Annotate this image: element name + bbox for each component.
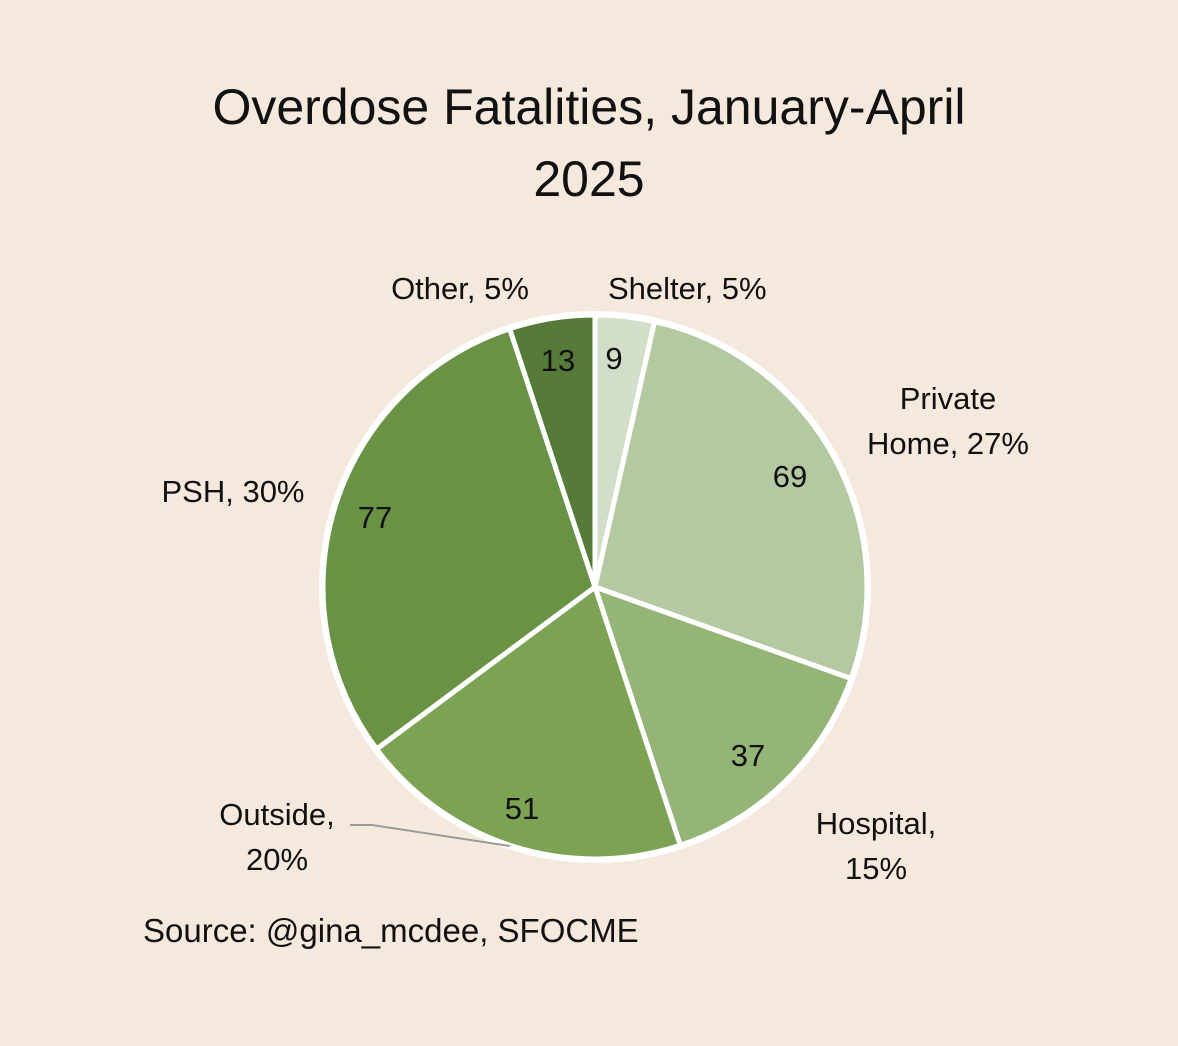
chart-title-line-2: 2025	[533, 151, 645, 207]
pie-slice-psh	[320, 326, 598, 752]
leader-line-outside	[350, 824, 511, 847]
value-label-psh: 77	[358, 500, 392, 535]
category-label-other: Other, 5%	[391, 271, 529, 306]
category-label-shelter: Shelter, 5%	[608, 271, 767, 306]
category-label-hospital: Hospital, 15%	[816, 806, 937, 886]
pie-slice-private-home	[592, 319, 870, 682]
source-note: Source: @gina_mcdee, SFOCME	[143, 912, 639, 949]
category-label-private-home: Private Home, 27%	[867, 381, 1029, 461]
pie-slice-other	[507, 312, 598, 590]
category-label-psh: PSH, 30%	[161, 474, 304, 509]
chart-title-line-1: Overdose Fatalities, January-April	[212, 79, 966, 135]
pie-slice-outside	[374, 584, 683, 862]
category-label-outside: Outside, 20%	[219, 797, 334, 877]
value-label-other: 13	[541, 343, 575, 378]
value-label-private-home: 69	[773, 459, 807, 494]
value-label-outside: 51	[505, 791, 539, 826]
value-label-shelter: 9	[605, 341, 622, 376]
value-label-hospital: 37	[731, 738, 765, 773]
